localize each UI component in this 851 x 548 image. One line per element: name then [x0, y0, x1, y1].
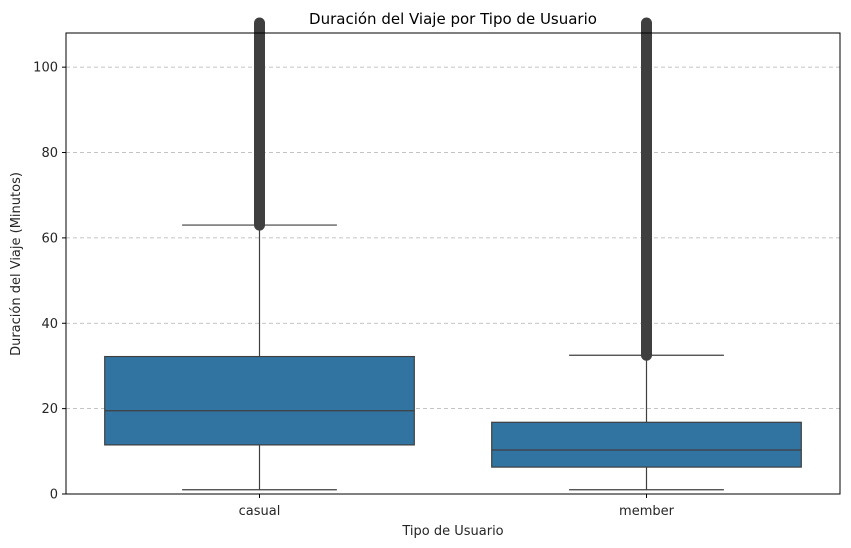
x-tick-label: member — [619, 504, 675, 519]
y-tick-label: 0 — [50, 488, 58, 503]
grid-lines — [66, 66, 840, 410]
x-axis-title: Tipo de Usuario — [401, 524, 503, 539]
boxes-layer — [104, 17, 802, 491]
y-tick-label: 60 — [41, 231, 58, 246]
chart-title: Duración del Viaje por Tipo de Usuario — [309, 10, 597, 28]
y-tick-label: 20 — [41, 402, 58, 417]
y-tick-label: 80 — [41, 146, 58, 161]
y-tick-label: 40 — [41, 317, 58, 332]
y-tick-label: 100 — [33, 61, 58, 76]
x-tick-label: casual — [239, 504, 281, 519]
y-axis-title: Duración del Viaje (Minutos) — [9, 172, 24, 356]
iqr-box — [104, 355, 415, 446]
iqr-box — [491, 421, 802, 468]
box-casual — [104, 17, 415, 491]
y-axis: 0 20 40 60 80 100 — [33, 61, 66, 503]
x-axis: casual member — [239, 494, 675, 519]
box-member — [491, 17, 802, 491]
plot-frame — [65, 32, 841, 495]
